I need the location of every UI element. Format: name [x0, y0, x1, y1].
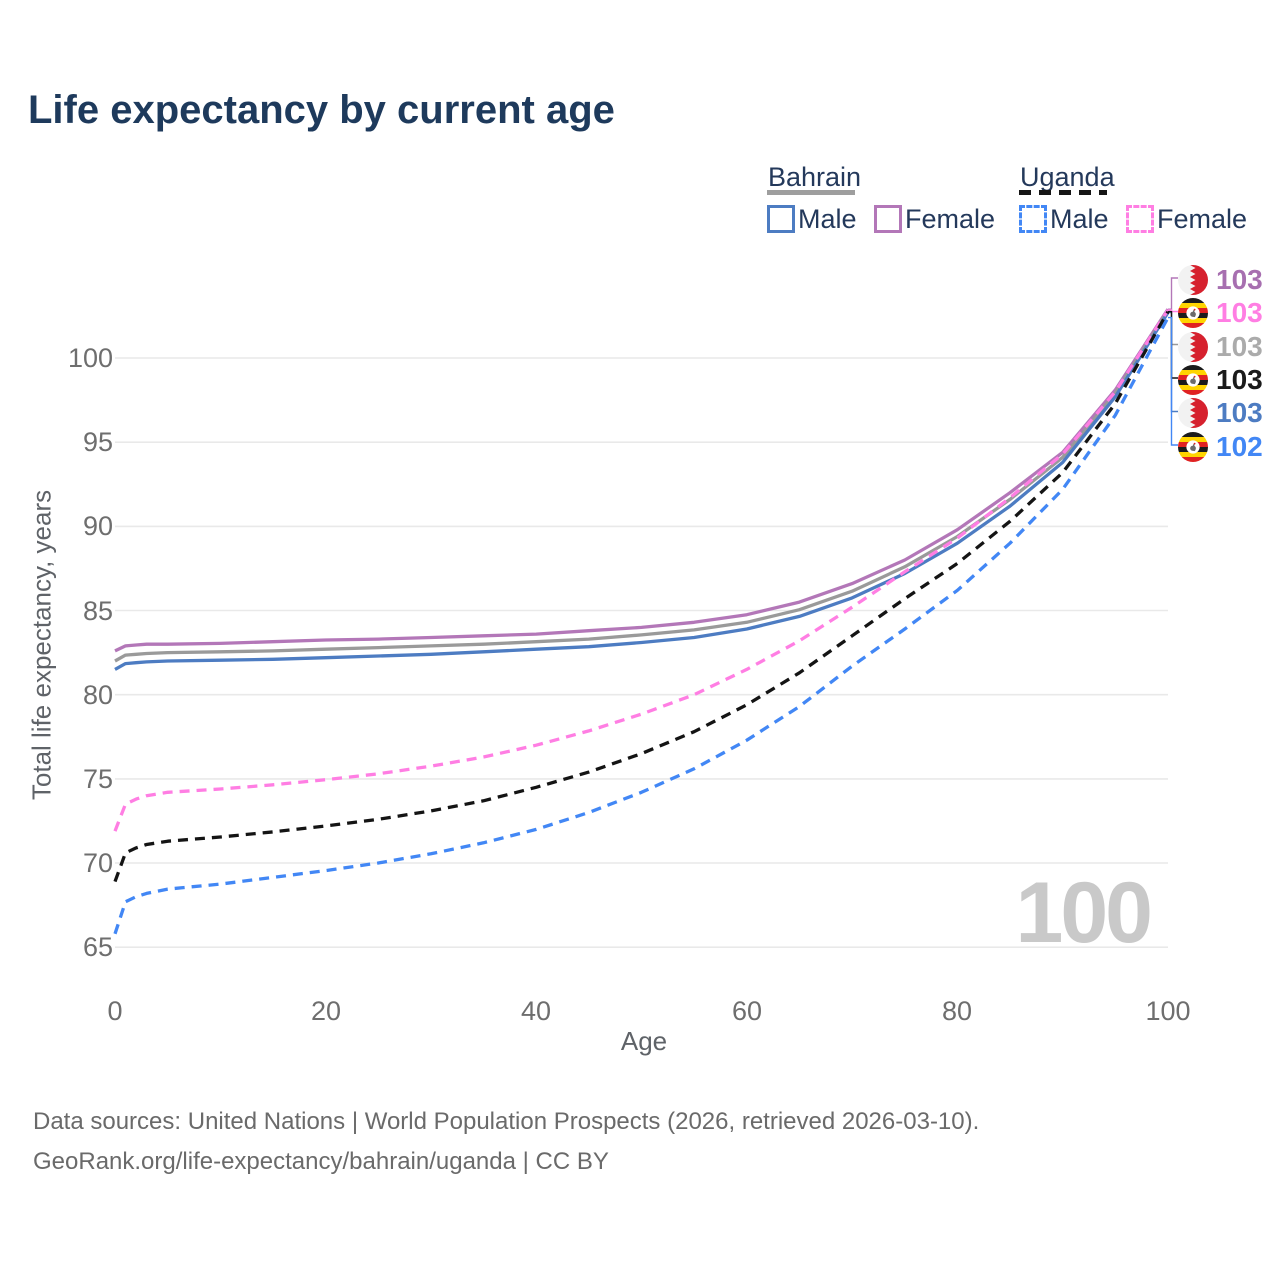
x-tick-label: 0 [107, 996, 123, 1026]
end-label-row: 103 [1178, 330, 1263, 363]
legend-label: Female [905, 203, 996, 234]
x-tick-label: 60 [731, 996, 763, 1026]
y-tick-label: 80 [82, 680, 113, 710]
x-tick-label: 80 [941, 996, 973, 1026]
x-tick-label: 40 [520, 996, 552, 1026]
end-label-value: 103 [1216, 363, 1263, 395]
series-line-bahrain-female[interactable] [114, 308, 1170, 653]
legend-bahrain-header: Bahrain [768, 162, 862, 192]
uganda-flag-icon [1178, 365, 1208, 395]
end-label-value: 103 [1216, 330, 1263, 362]
legend-label: Male [798, 203, 857, 234]
series-line-uganda-male[interactable] [113, 316, 1170, 935]
end-label-connector-bahrain-all [1168, 310, 1178, 346]
legend-uganda-female[interactable]: Female [1126, 203, 1248, 234]
legend-label: Male [1050, 203, 1109, 234]
uganda-male-swatch-icon [1019, 205, 1047, 233]
y-tick-label: 70 [82, 848, 113, 878]
age-counter-watermark: 100 [1015, 865, 1154, 961]
y-tick-label: 75 [82, 764, 113, 794]
y-tick-label: 95 [82, 427, 113, 457]
x-axis-title: Age [620, 1026, 668, 1056]
end-label-connector-uganda-male [1168, 316, 1178, 446]
legend-uganda-dashed-line-swatch [1019, 190, 1107, 195]
end-label-row: 103 [1178, 296, 1263, 329]
end-label-value: 103 [1216, 263, 1263, 295]
end-label-connector-bahrain-female [1168, 277, 1178, 310]
end-label-value: 102 [1216, 430, 1263, 462]
series-line-uganda-female[interactable] [113, 309, 1170, 832]
end-label-connector-bahrain-male [1168, 311, 1178, 413]
uganda-female-swatch-icon [1126, 205, 1154, 233]
bahrain-female-swatch-icon [874, 205, 902, 233]
legend-bahrain-solid-line-swatch [767, 190, 855, 195]
page-title: Life expectancy by current age [28, 88, 615, 132]
legend-label: Female [1157, 203, 1248, 234]
legend-bahrain-female[interactable]: Female [874, 203, 996, 234]
y-tick-label: 65 [82, 932, 113, 962]
end-label-row: 103 [1178, 363, 1263, 396]
y-tick-label: 85 [82, 596, 113, 626]
bahrain-male-swatch-icon [767, 205, 795, 233]
x-tick-label: 100 [1145, 996, 1191, 1026]
end-label-value: 103 [1216, 296, 1263, 328]
end-label-row: 103 [1178, 396, 1263, 429]
end-label-value: 103 [1216, 396, 1263, 428]
series-line-bahrain-male[interactable] [114, 311, 1170, 671]
bahrain-flag-icon [1178, 265, 1208, 295]
x-tick-label: 20 [310, 996, 342, 1026]
end-label-row: 103 [1178, 263, 1263, 296]
series-line-uganda-all[interactable] [113, 310, 1170, 883]
legend-bahrain-male[interactable]: Male [767, 203, 857, 234]
y-tick-label: 90 [82, 511, 113, 541]
y-axis-title: Total life expectancy, years [26, 489, 57, 801]
bahrain-flag-icon [1178, 332, 1208, 362]
uganda-flag-icon [1178, 432, 1208, 462]
legend-uganda-header: Uganda [1020, 162, 1115, 192]
end-label-connector-uganda-female [1168, 309, 1178, 313]
attribution-text: GeoRank.org/life-expectancy/bahrain/ugan… [33, 1148, 609, 1175]
legend-uganda-male[interactable]: Male [1019, 203, 1109, 234]
y-tick-label: 100 [67, 343, 113, 373]
end-label-row: 102 [1178, 430, 1263, 463]
series-line-bahrain-all[interactable] [114, 310, 1170, 663]
bahrain-flag-icon [1178, 398, 1208, 428]
uganda-flag-icon [1178, 298, 1208, 328]
data-sources-text: Data sources: United Nations | World Pop… [33, 1108, 980, 1135]
